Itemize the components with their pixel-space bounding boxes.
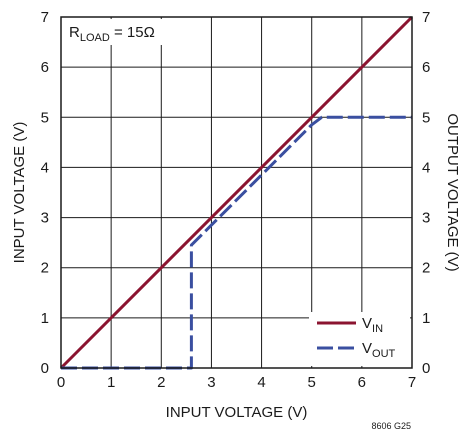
legend-label-vin-main: V [362,315,372,332]
annotation-box: RLOAD = 15Ω [63,19,171,45]
y-right-tick-label: 1 [422,310,430,327]
legend-label-vout: VOUT [362,340,396,360]
x-tick-label: 5 [308,374,316,391]
x-tick-label: 7 [408,374,416,391]
y-right-tick-label: 4 [422,159,430,176]
y-left-tick-label: 0 [41,360,49,377]
x-tick-label: 0 [57,374,65,391]
y-right-tick-label: 2 [422,260,430,277]
y-axis-title-left: INPUT VOLTAGE (V) [11,122,28,264]
y-right-tick-label: 5 [422,109,430,126]
plot-frame [60,16,413,369]
y-axis-title-right: OUTPUT VOLTAGE (V) [444,113,461,271]
y-left-tick-label: 4 [41,159,49,176]
y-right-tick-label: 6 [422,59,430,76]
x-tick-label: 4 [257,374,265,391]
y-left-tick-label: 5 [41,109,49,126]
annotation-suffix: = 15Ω [110,24,155,41]
legend: VIN VOUT [309,312,410,366]
series-line-vin [59,15,414,370]
legend-label-vin: VIN [362,315,383,335]
annotation-prefix: R [69,24,80,41]
annotation-background [63,19,171,45]
y-left-tick-label: 3 [41,210,49,227]
legend-label-vin-sub: IN [372,323,383,335]
legend-label-vout-sub: OUT [372,348,396,360]
grid [61,17,412,368]
x-tick-label: 1 [107,374,115,391]
y-left-tick-label: 7 [41,9,49,26]
figure-id: 8606 G25 [371,421,411,431]
legend-label-vout-main: V [362,340,372,357]
y-right-tick-label: 7 [422,9,430,26]
legend-background [309,312,410,366]
annotation-subscript: LOAD [80,32,110,44]
x-axis-title: INPUT VOLTAGE (V) [166,404,308,421]
y-left-tick-label: 2 [41,260,49,277]
x-tick-label: 6 [358,374,366,391]
y-left-tick-label: 1 [41,310,49,327]
x-tick-label: 3 [207,374,215,391]
y-right-tick-label: 3 [422,210,430,227]
y-left-tick-label: 6 [41,59,49,76]
annotation-rload: RLOAD = 15Ω [69,24,155,44]
y-right-tick-label: 0 [422,360,430,377]
x-tick-label: 2 [157,374,165,391]
